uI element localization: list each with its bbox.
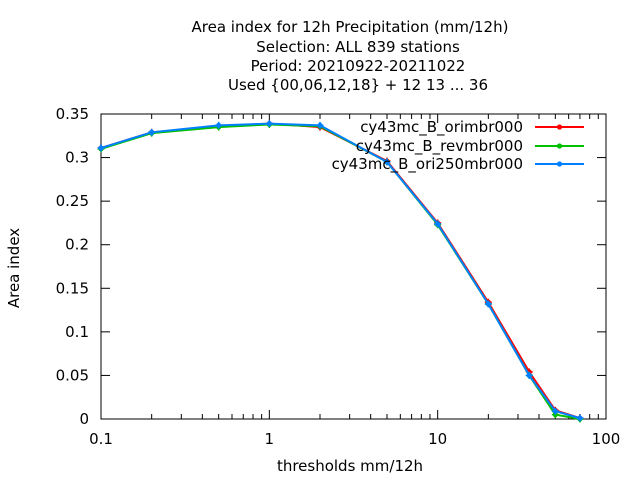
legend: cy43mc_B_orimbr000cy43mc_B_revmbr000cy43… xyxy=(332,118,584,174)
y-tick-label: 0 xyxy=(79,410,89,428)
y-tick-label: 0.15 xyxy=(56,279,89,297)
y-tick-label: 0.2 xyxy=(65,236,89,254)
x-tick-label: 0.1 xyxy=(89,430,113,448)
legend-marker-1 xyxy=(556,124,563,130)
y-tick-label: 0.25 xyxy=(56,192,89,210)
y-tick-label: 0.05 xyxy=(56,366,89,384)
title-line-2: Selection: ALL 839 stations xyxy=(256,38,460,56)
legend-label-3: cy43mc_B_ori250mbr000 xyxy=(332,155,523,174)
legend-marker-3 xyxy=(556,161,563,167)
x-tick-label: 100 xyxy=(592,430,621,448)
title-line-1: Area index for 12h Precipitation (mm/12h… xyxy=(192,18,509,36)
legend-marker-2 xyxy=(556,143,563,149)
legend-label-1: cy43mc_B_orimbr000 xyxy=(360,118,523,137)
x-tick-label: 1 xyxy=(265,430,275,448)
plot-frame xyxy=(100,113,607,420)
y-tick-label: 0.35 xyxy=(56,105,89,123)
legend-label-2: cy43mc_B_revmbr000 xyxy=(356,137,523,156)
x-tick-label: 10 xyxy=(428,430,447,448)
title-line-4: Used {00,06,12,18} + 12 13 ... 36 xyxy=(228,76,488,94)
chart-title: Area index for 12h Precipitation (mm/12h… xyxy=(192,18,509,94)
title-line-3: Period: 20210922-20211022 xyxy=(251,57,466,75)
series-group xyxy=(97,120,584,423)
y-tick-label: 0.3 xyxy=(65,149,89,167)
axes: 0 0.05 0.1 0.15 0.2 0.25 0.3 0.35 0.1 1 10 100 xyxy=(56,105,621,448)
y-axis-label: Area index xyxy=(5,228,23,308)
y-tick-label: 0.1 xyxy=(65,323,89,341)
x-axis-label: thresholds mm/12h xyxy=(277,457,423,475)
